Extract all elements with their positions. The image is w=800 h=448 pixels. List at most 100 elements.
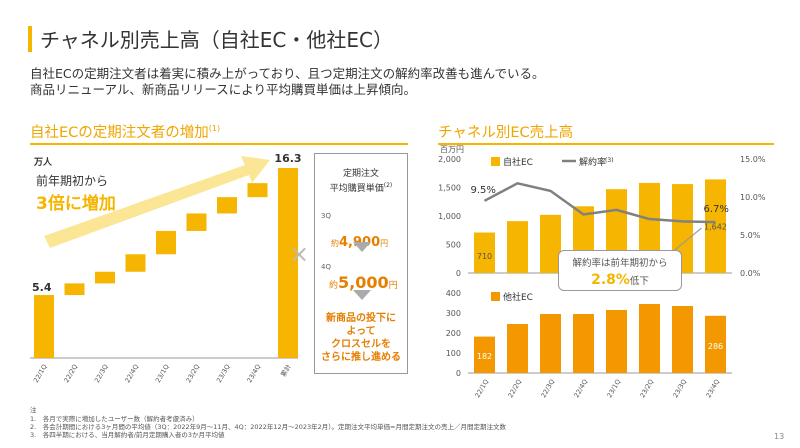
message-line4: さらに推し進める — [321, 352, 401, 363]
price-3q-prefix: 約 — [331, 239, 339, 248]
own-ec-legend-swatch — [491, 157, 500, 166]
churn-callout: 解約率は前年期初から 2.8%低下 — [558, 250, 682, 291]
channel-xtick-22/1Q: 22/1Q — [473, 378, 490, 399]
other-ec-label-last: 286 — [708, 342, 723, 351]
churn-label-first: 9.5% — [471, 185, 496, 196]
churn-legend-label: 解約率 — [579, 156, 606, 168]
top-ytick-2: 1,000 — [438, 212, 461, 221]
top-ytick-0: 0 — [456, 269, 461, 278]
top-y2tick-3: 15.0% — [740, 155, 766, 164]
price-box-heading: 定期注文 平均購買単価(2) — [315, 168, 407, 195]
page-number: 13 — [774, 432, 785, 441]
top-y2tick-2: 10.0% — [740, 193, 766, 202]
down-arrow-2 — [353, 290, 371, 300]
bottom-ytick-1: 100 — [446, 349, 461, 358]
top-yaxis-unit: 百万円 — [440, 145, 464, 154]
callout-line2: 2.8%低下 — [559, 269, 681, 288]
down-arrow-1 — [353, 242, 371, 252]
top-y2tick-1: 5.0% — [740, 231, 761, 240]
other-ec-bar-23/3Q — [672, 306, 693, 373]
price-box: 定期注文 平均購買単価(2) 3Q 約4,900円 4Q 約5,000円 新商品… — [314, 153, 408, 374]
price-4q-unit: 円 — [388, 281, 398, 291]
waterfall-bar-23/4Q — [247, 183, 268, 198]
bottom-ytick-3: 300 — [446, 309, 461, 318]
bottom-ytick-0: 0 — [456, 369, 461, 378]
channel-xtick-23/1Q: 23/1Q — [605, 378, 622, 399]
churn-legend-sup: (3) — [605, 157, 614, 164]
price-4q: 4Q 約5,000円 — [321, 254, 398, 292]
intro-line-2: 商品リニューアル、新商品リリースにより平均購買単価は上昇傾向。 — [30, 82, 417, 97]
other-ec-legend-label: 他社EC — [503, 291, 533, 303]
other-ec-bar-23/2Q — [639, 304, 660, 373]
bottom-ytick-2: 200 — [446, 329, 461, 338]
churn-label-last: 6.7% — [704, 204, 729, 215]
other-ec-legend-swatch — [491, 292, 500, 301]
channel-xtick-22/4Q: 22/4Q — [572, 378, 589, 399]
intro-text: 自社ECの定期注文者は着実に積み上がっており、且つ定期注文の解約率改善も進んでい… — [30, 66, 545, 98]
left-section-title: 自社ECの定期注文者の増加(1) — [30, 121, 220, 142]
note-2: 2. 各会計期間における3ヶ月間の平均値（3Q：2022年9月〜11月、4Q：2… — [30, 423, 506, 431]
channel-xtick-23/3Q: 23/3Q — [671, 378, 688, 399]
waterfall-bar-累計 — [278, 168, 298, 358]
waterfall-bar-22/1Q — [34, 295, 54, 358]
waterfall-bar-23/1Q — [156, 230, 176, 255]
own-ec-bar-22/3Q — [540, 214, 561, 273]
message-line1: 新商品の投下に — [326, 313, 396, 324]
own-ec-legend-label: 自社EC — [503, 156, 533, 168]
own-ec-bar-22/1Q — [474, 232, 495, 273]
top-ytick-3: 1,500 — [438, 184, 461, 193]
growth-label: 前年期初から 3倍に増加 — [36, 172, 116, 214]
channel-xtick-23/2Q: 23/2Q — [638, 378, 655, 399]
own-ec-bar-22/2Q — [507, 221, 528, 273]
left-section-title-text: 自社ECの定期注文者の増加 — [30, 125, 209, 141]
waterfall-bar-22/2Q — [64, 283, 85, 296]
right-section-title: チャネル別EC売上高 — [438, 125, 574, 141]
own-ec-label-last: 1,642 — [704, 222, 727, 231]
churn-rate-line — [483, 181, 716, 224]
other-ec-bar-22/4Q — [573, 314, 594, 373]
note-3: 3. 各四半期における、当月解約者/前月定期購入者の3か月平均値 — [30, 431, 225, 439]
other-ec-label-first: 182 — [477, 352, 492, 361]
price-4q-prefix: 約 — [329, 281, 339, 291]
channel-xtick-22/3Q: 22/3Q — [539, 378, 556, 399]
own-ec-bar-23/4Q — [705, 179, 726, 273]
notes-header: 注 — [30, 406, 37, 414]
top-y2tick-0: 0.0% — [740, 269, 761, 278]
message-line2: よって — [346, 326, 376, 337]
price-4q-label: 4Q — [321, 263, 331, 271]
price-box-message: 新商品の投下に よって クロスセルを さらに推し進める — [315, 312, 407, 364]
waterfall-bar-23/3Q — [217, 197, 237, 214]
growth-label-line2: 3倍に増加 — [36, 194, 116, 214]
price-box-heading-line2: 平均購買単価(2) — [329, 182, 393, 194]
right-section-underline — [438, 143, 774, 145]
price-4q-value: 5,000 — [338, 273, 389, 292]
note-1: 1. 各月で実際に増加したユーザー数（解約者考慮済み） — [30, 415, 199, 423]
growth-arrow — [44, 156, 270, 248]
other-ec-bar-22/3Q — [540, 314, 561, 373]
price-3q-unit: 円 — [380, 239, 389, 248]
bottom-ytick-4: 400 — [446, 289, 461, 298]
other-ec-bar-23/1Q — [606, 310, 627, 373]
intro-line-1: 自社ECの定期注文者は着実に積み上がっており、且つ定期注文の解約率改善も進んでい… — [30, 66, 545, 81]
waterfall-bar-22/4Q — [125, 254, 146, 272]
price-box-heading-line1: 定期注文 — [342, 169, 379, 179]
top-ytick-1: 500 — [446, 241, 461, 250]
waterfall-bar-22/3Q — [95, 271, 115, 284]
price-3q-label: 3Q — [321, 212, 331, 220]
callout-line1: 解約率は前年期初から — [572, 258, 668, 269]
other-ec-bar-22/1Q — [474, 336, 495, 373]
callout-value: 2.8% — [591, 272, 630, 288]
left-section-underline — [30, 143, 408, 145]
message-line3: クロスセルを — [331, 339, 391, 350]
other-ec-bar-22/2Q — [507, 324, 528, 373]
waterfall-label-total: 16.3 — [274, 152, 301, 165]
page-title: チャネル別売上高（自社EC・他社EC） — [40, 28, 394, 52]
waterfall-label-start: 5.4 — [32, 281, 52, 294]
channel-xtick-23/4Q: 23/4Q — [704, 378, 721, 399]
growth-label-line1: 前年期初から — [36, 174, 109, 188]
left-section-title-sup: (1) — [208, 124, 221, 134]
title-accent-bar — [28, 26, 32, 52]
waterfall-bar-23/2Q — [186, 213, 207, 231]
top-ytick-4: 2,000 — [438, 155, 461, 164]
